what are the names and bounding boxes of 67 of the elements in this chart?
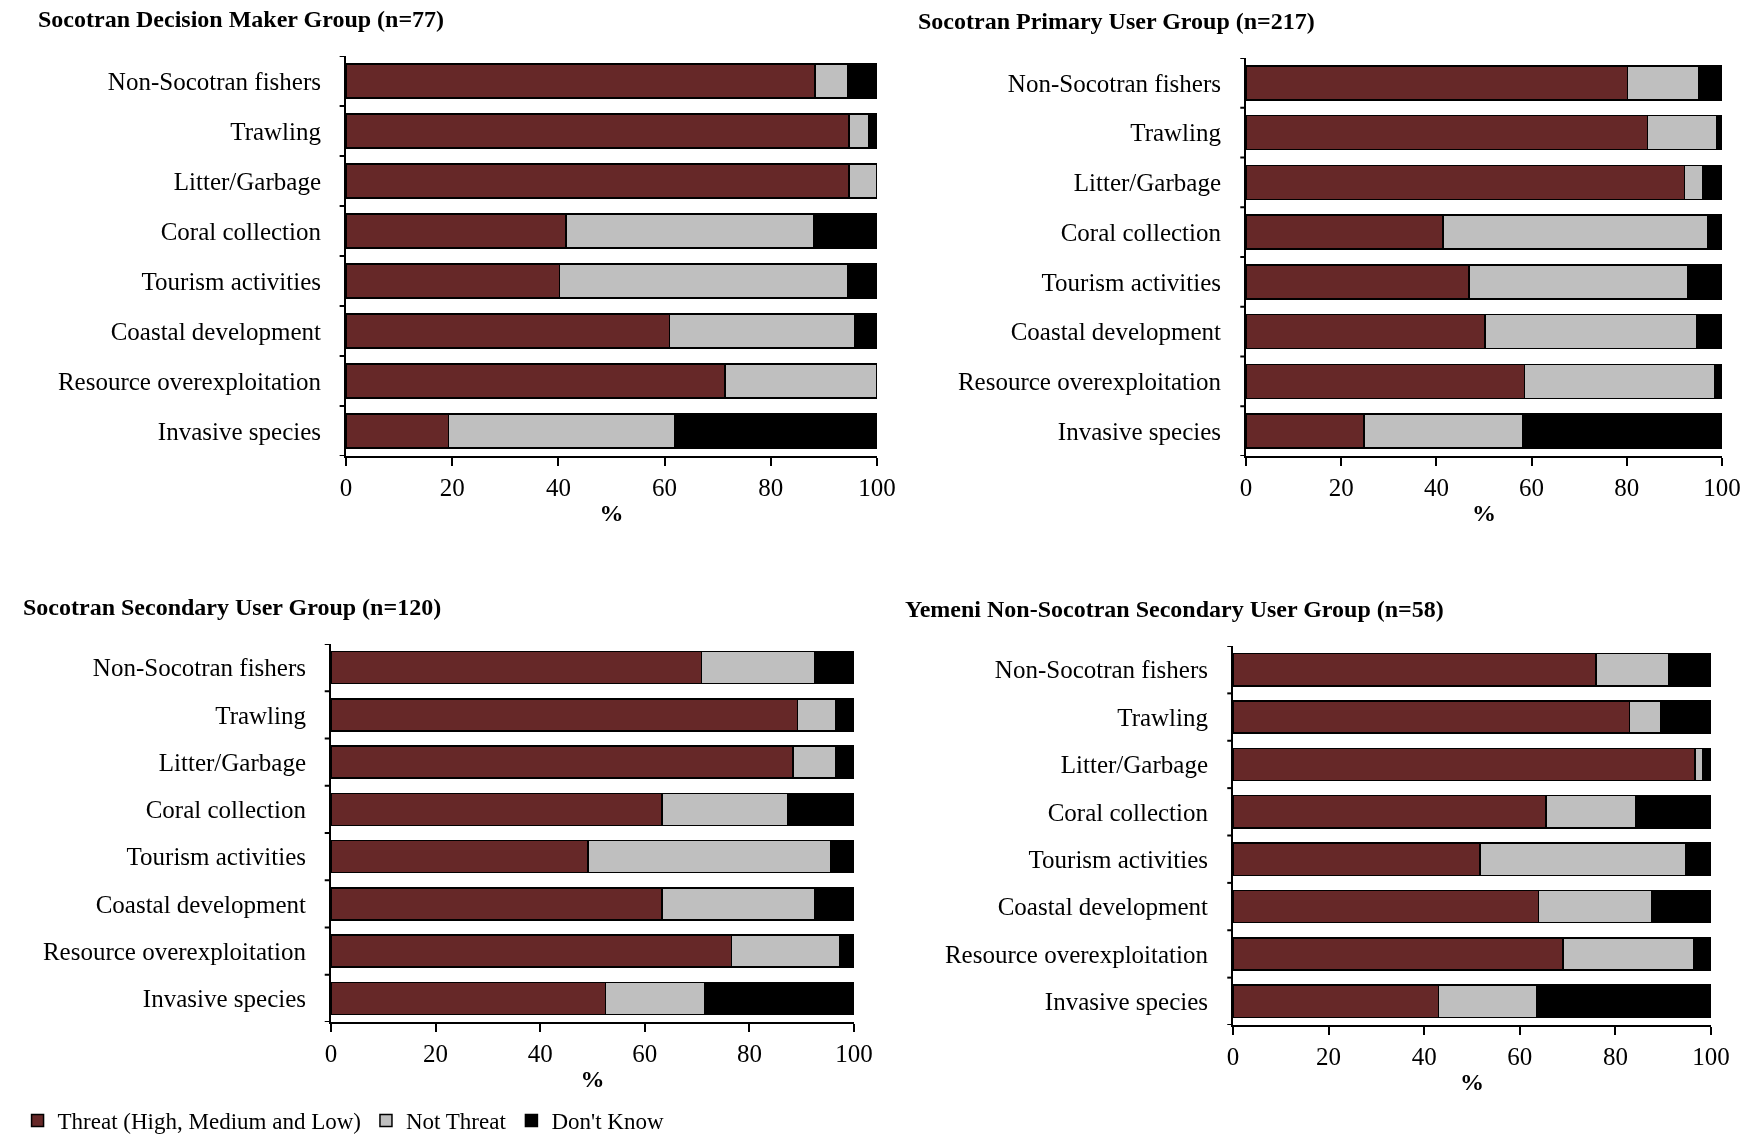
- y-tick-label: Coastal development: [1010, 318, 1222, 346]
- x-tick-label: 0: [339, 474, 353, 501]
- x-tick-label: 80: [758, 474, 784, 501]
- y-tick-label: Litter/Garbage: [1073, 169, 1221, 197]
- y-tick-label: Resource overexploitation: [42, 937, 307, 965]
- y-tick-label: Coral collection: [145, 796, 307, 824]
- y-tick-label: Trawling: [1130, 119, 1222, 147]
- chart-title: Yemeni Non-Socotran Secondary User Group (n=58): [905, 596, 1444, 622]
- y-tick-label: Resource overexploitation: [957, 368, 1222, 396]
- y-tick-label: Invasive species: [157, 417, 321, 445]
- y-tick-label: Tourism activities: [126, 843, 306, 871]
- x-tick-label: 60: [1507, 1043, 1533, 1070]
- x-axis-title: %: [1472, 499, 1496, 526]
- x-tick-label: 40: [1423, 474, 1449, 501]
- y-tick-label: Coral collection: [160, 217, 322, 245]
- x-tick-label: 100: [835, 1040, 873, 1067]
- y-tick-label: Coastal development: [997, 893, 1209, 921]
- y-tick-label: Coral collection: [1047, 798, 1209, 826]
- y-tick-label: Invasive species: [142, 985, 306, 1013]
- y-tick-label: Coastal development: [110, 317, 322, 345]
- x-tick-label: 100: [1692, 1043, 1730, 1070]
- x-tick-label: 60: [652, 474, 678, 501]
- chart-title: Socotran Primary User Group (n=217): [918, 8, 1315, 34]
- x-tick-label: 80: [1602, 1043, 1628, 1070]
- x-tick-label: 60: [632, 1040, 658, 1067]
- y-tick-label: Coastal development: [95, 890, 307, 918]
- x-tick-label: 0: [1226, 1043, 1240, 1070]
- y-tick-label: Litter/Garbage: [173, 167, 321, 195]
- x-tick-label: 0: [324, 1040, 338, 1067]
- x-tick-label: 80: [1614, 474, 1640, 501]
- y-tick-label: Trawling: [230, 117, 322, 145]
- x-tick-label: 20: [1316, 1043, 1342, 1070]
- y-tick-label: Non-Socotran fishers: [1007, 69, 1221, 97]
- y-tick-label: Tourism activities: [1041, 268, 1221, 296]
- y-tick-label: Trawling: [215, 701, 307, 729]
- y-tick-label: Coral collection: [1060, 218, 1222, 246]
- x-tick-label: 40: [545, 474, 571, 501]
- legend-label: Not Threat: [405, 1109, 507, 1135]
- legend-label: Don't Know: [551, 1109, 664, 1135]
- y-tick-label: Litter/Garbage: [1060, 751, 1208, 779]
- x-axis-title: %: [599, 499, 624, 526]
- x-axis-title: %: [1460, 1068, 1484, 1095]
- chart-title: Socotran Secondary User Group (n=120): [23, 594, 442, 620]
- x-tick-label: 100: [858, 474, 896, 501]
- y-tick-label: Resource overexploitation: [57, 367, 322, 395]
- y-tick-label: Tourism activities: [1028, 845, 1208, 873]
- x-tick-label: 60: [1519, 474, 1545, 501]
- x-tick-label: 0: [1239, 474, 1253, 501]
- y-tick-label: Non-Socotran fishers: [92, 654, 306, 682]
- x-tick-label: 40: [1411, 1043, 1437, 1070]
- y-tick-label: Tourism activities: [141, 267, 321, 295]
- y-tick-label: Trawling: [1117, 703, 1209, 731]
- x-tick-label: 100: [1703, 474, 1741, 501]
- x-axis-title: %: [580, 1065, 605, 1092]
- x-tick-label: 20: [1328, 474, 1354, 501]
- y-tick-label: Non-Socotran fishers: [107, 67, 321, 95]
- x-tick-label: 20: [423, 1040, 449, 1067]
- y-tick-label: Resource overexploitation: [944, 940, 1209, 968]
- y-tick-label: Invasive species: [1057, 417, 1221, 445]
- x-tick-label: 80: [736, 1040, 762, 1067]
- chart-title: Socotran Decision Maker Group (n=77): [38, 6, 445, 32]
- y-tick-label: Invasive species: [1044, 988, 1208, 1016]
- x-tick-label: 40: [527, 1040, 553, 1067]
- legend-label: Threat (High, Medium and Low): [57, 1109, 361, 1135]
- y-tick-label: Non-Socotran fishers: [994, 656, 1208, 684]
- x-tick-label: 20: [439, 474, 465, 501]
- y-tick-label: Litter/Garbage: [158, 748, 306, 776]
